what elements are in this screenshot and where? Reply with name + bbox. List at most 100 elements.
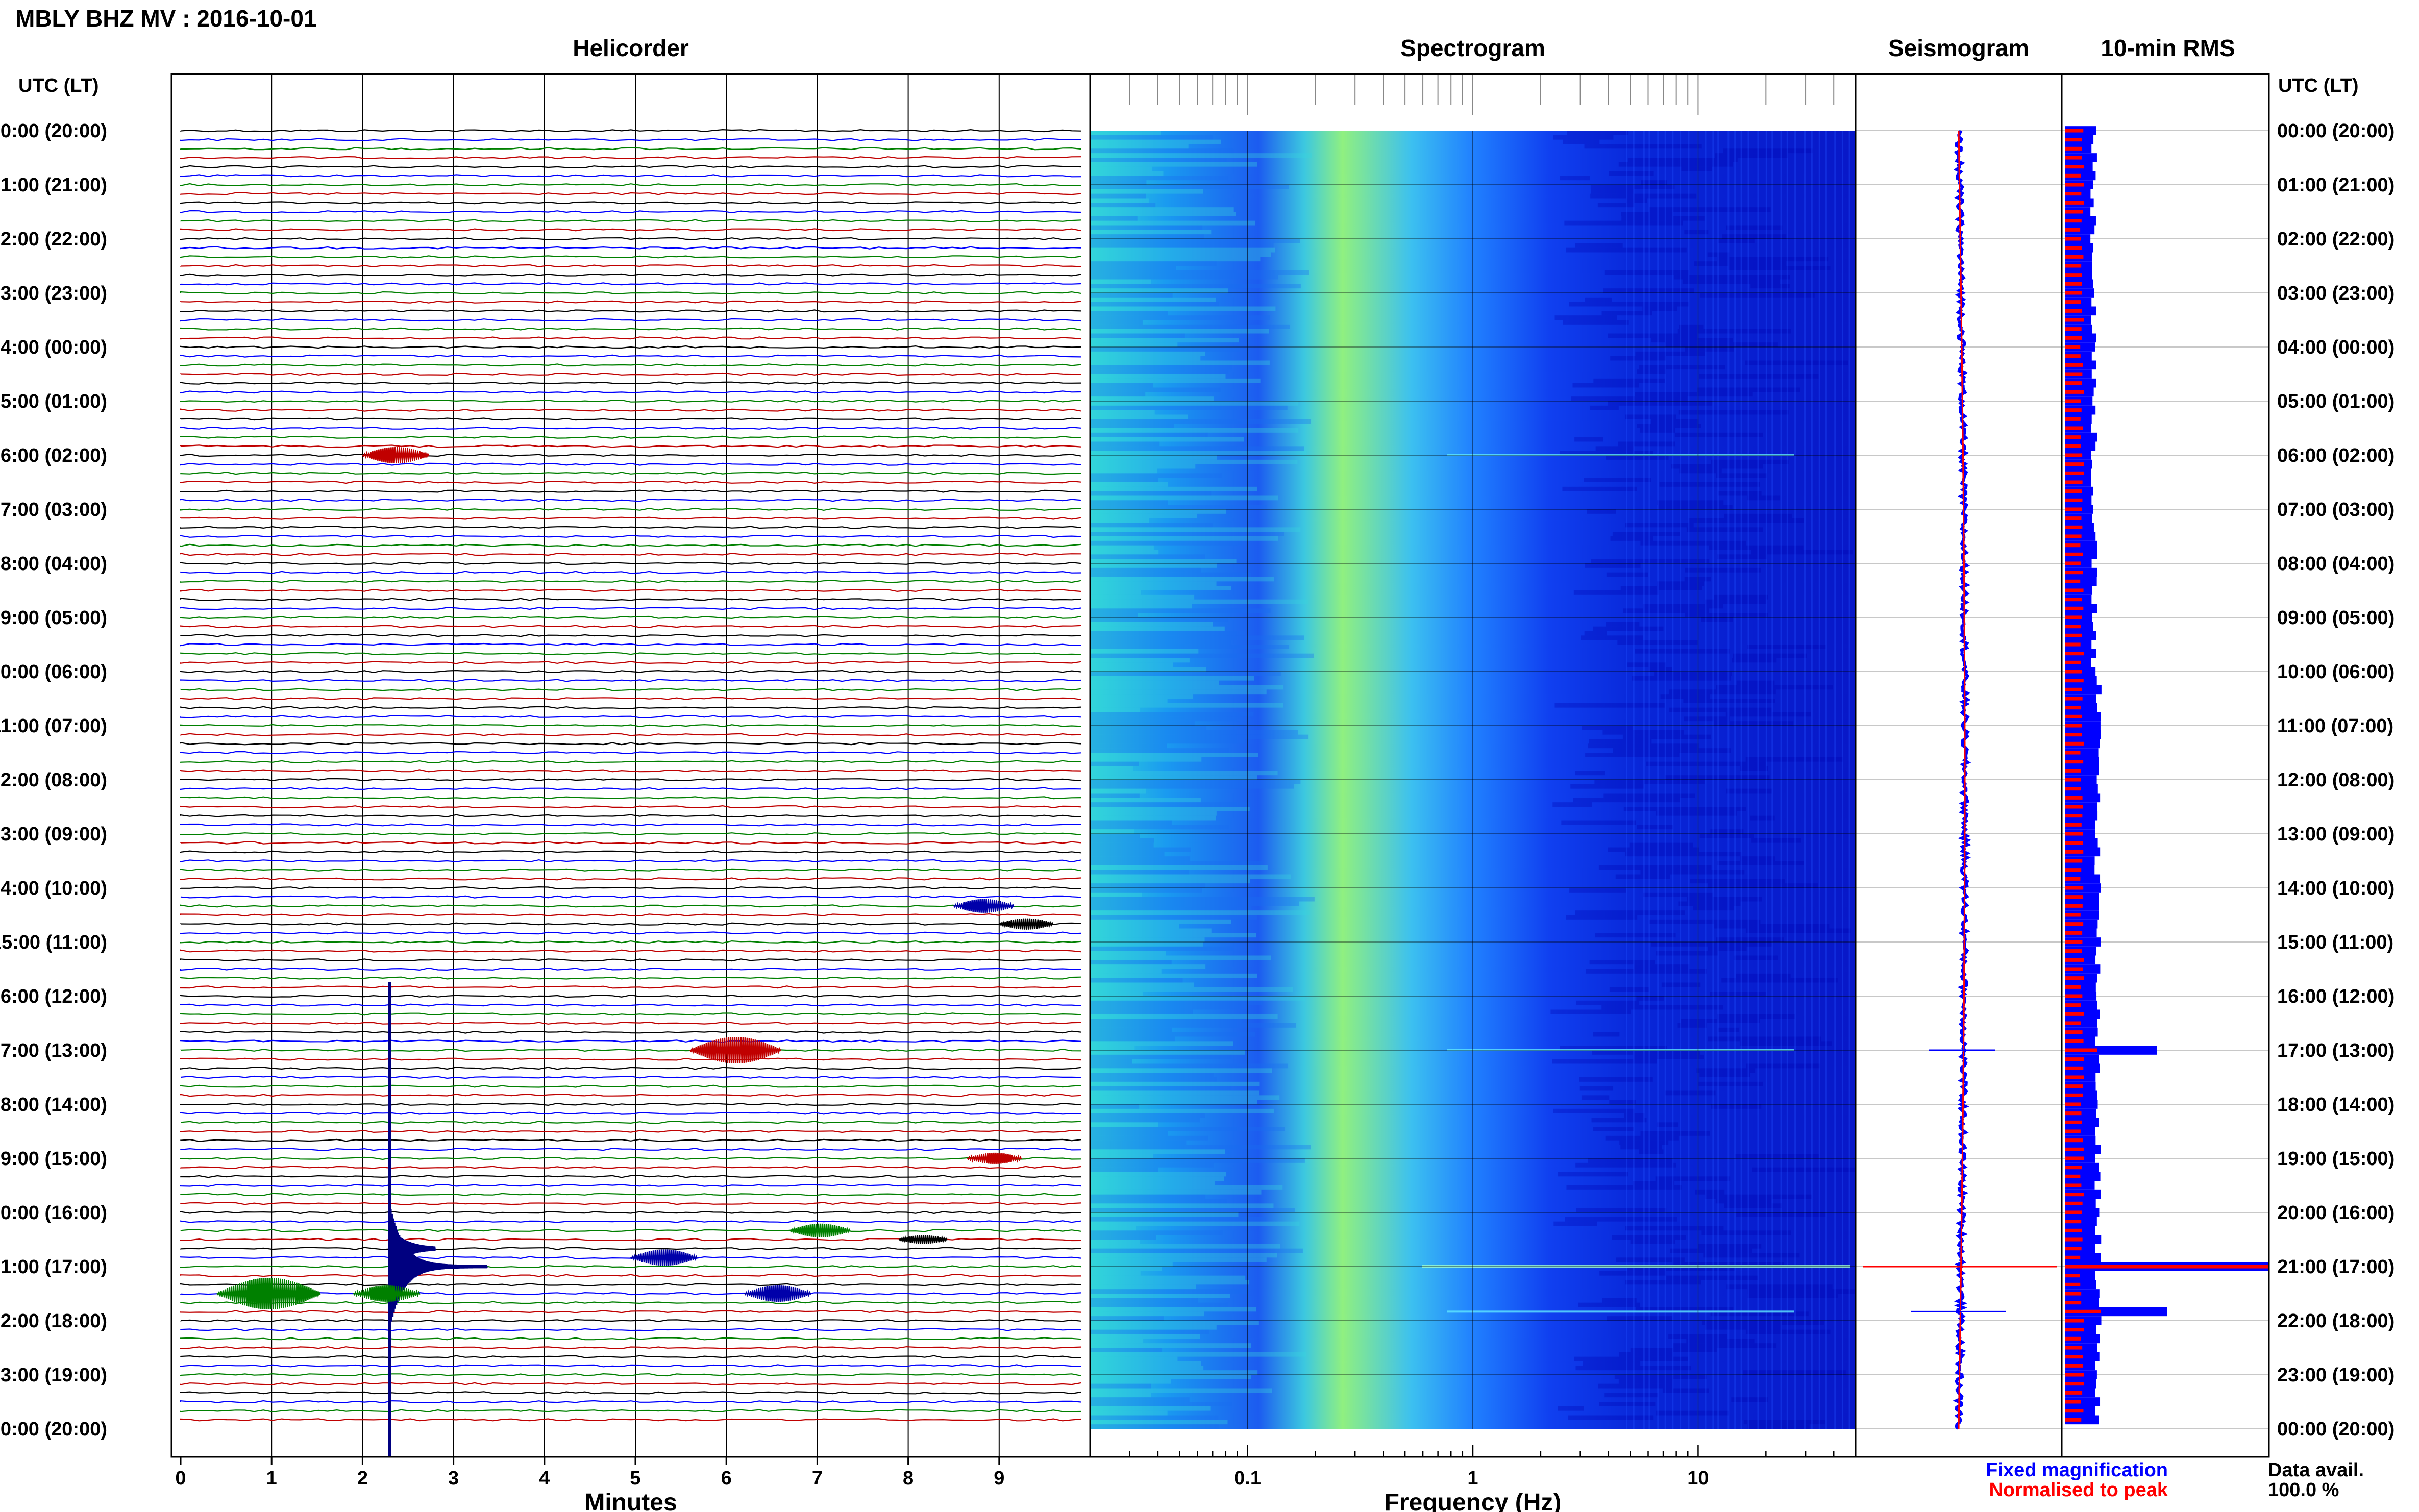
spectrogram-row-low <box>1090 171 1164 176</box>
spectrogram-row-low <box>1090 1036 1175 1042</box>
spectrogram-row-high <box>1724 1203 1782 1208</box>
spectrogram-row-low <box>1090 955 1271 960</box>
spectrogram-row-high <box>1614 1375 1707 1379</box>
helicorder-trace <box>180 318 1081 322</box>
spectrogram-row-high <box>1661 982 1701 987</box>
rms-bar-normalised <box>2065 1048 2097 1052</box>
utc-header-right: UTC (LT) <box>2278 75 2359 96</box>
spectrogram-row-low <box>1090 1167 1158 1172</box>
helicorder-event <box>967 1152 1022 1164</box>
helicorder-trace <box>180 615 1081 619</box>
helicorder-trace <box>180 850 1081 854</box>
helicorder-trace <box>180 985 1081 989</box>
spectrogram-row-low <box>1090 311 1168 316</box>
spectrogram-row-low <box>1090 631 1245 636</box>
spectrogram-row-high <box>1701 617 1733 622</box>
helicorder-trace <box>180 706 1081 709</box>
spectrogram-row-high <box>1606 622 1640 627</box>
rms-bar-normalised <box>2065 904 2083 908</box>
helicorder-event <box>216 1277 321 1310</box>
spectrogram-row-high <box>1677 1023 1707 1028</box>
spectrogram-row-high <box>1620 1145 1662 1150</box>
spectrogram-row-low <box>1090 842 1154 848</box>
helicorder-trace <box>180 246 1081 250</box>
spectrogram-row-high <box>1624 1113 1645 1118</box>
rms-bar-normalised <box>2065 399 2081 403</box>
spectrogram-row-low <box>1090 852 1165 857</box>
helicorder-trace <box>180 138 1081 141</box>
spectrogram-row-low <box>1090 185 1289 189</box>
spectrogram-row-high <box>1597 203 1635 208</box>
time-label-left: 14:00 (10:00) <box>0 878 107 899</box>
rms-bar-normalised <box>2065 1066 2084 1070</box>
rms-bar-fixed <box>2065 766 2099 776</box>
spectrogram-row-high <box>1690 879 1785 884</box>
helicorder-event <box>998 918 1054 930</box>
minute-tick-label: 9 <box>994 1468 1004 1489</box>
helicorder-trace <box>180 1265 1081 1269</box>
spectrogram-row-high <box>1602 730 1684 735</box>
time-labels-right: 00:00 (20:00) 01:00 (21:00) 02:00 (22:00) 0… <box>2277 120 2395 1440</box>
spectrogram-row-low <box>1090 428 1299 433</box>
spectrogram-row-high <box>1705 599 1767 604</box>
spectrogram-row-high <box>1592 1050 1701 1055</box>
spectrogram-row-high <box>1681 1019 1760 1023</box>
spectrogram-row-low <box>1090 1095 1280 1100</box>
spectrogram-row-low <box>1090 780 1301 784</box>
spectrogram-row-low <box>1090 699 1168 703</box>
rms-bar-normalised <box>2065 1319 2084 1323</box>
spectrogram-row-low <box>1090 455 1217 460</box>
time-label-right: 00:00 (20:00) <box>2277 1419 2395 1440</box>
helicorder-trace <box>180 156 1081 160</box>
rms-bar-normalised <box>2065 670 2082 674</box>
spectrogram-row-low <box>1090 193 1146 199</box>
spectrogram-row-high <box>1573 590 1659 595</box>
helicorder-trace <box>180 634 1081 637</box>
time-label-left: 10:00 (06:00) <box>0 661 107 683</box>
spectrogram-row-high <box>1714 594 1768 600</box>
spectrogram-row-low <box>1090 915 1257 920</box>
spectrogram-row-high <box>1733 653 1807 658</box>
spectrogram-row-low <box>1090 658 1190 663</box>
spectrogram-row-high <box>1630 1348 1717 1352</box>
rms-bar-normalised <box>2065 1039 2084 1043</box>
spectrogram-row-low <box>1090 1267 1162 1271</box>
spectrogram-row-high <box>1585 563 1641 568</box>
spectrogram-row-high <box>1684 230 1709 235</box>
spectrogram-row-low <box>1090 1149 1225 1154</box>
spectrogram-row-high <box>1640 1131 1710 1136</box>
spectrogram-row-high <box>1585 753 1680 757</box>
spectrogram-row-high <box>1621 212 1673 216</box>
spectrogram-row-low <box>1090 347 1240 352</box>
rms-bar-normalised <box>2065 741 2084 746</box>
spectrogram-row-low <box>1090 1135 1208 1141</box>
rms-bar-normalised <box>2065 1147 2084 1151</box>
spectrogram-row-low <box>1090 928 1212 933</box>
spectrogram-row-low <box>1090 676 1254 681</box>
rms-bar-fixed <box>2065 1334 2100 1344</box>
spectrogram-row-low <box>1090 302 1219 307</box>
rms-bar-fixed <box>2065 775 2097 784</box>
spectrogram-row-high <box>1616 1257 1685 1262</box>
rms-bar-normalised <box>2065 138 2082 142</box>
spectrogram-row-high <box>1602 1298 1637 1303</box>
rms-bar-normalised <box>2065 571 2083 575</box>
spectrogram-row-low <box>1090 1009 1193 1014</box>
rms-bar-normalised <box>2065 1391 2083 1395</box>
spectrogram-row-high <box>1736 1212 1826 1217</box>
spectrogram-row-high <box>1590 185 1675 189</box>
spectrogram-row-low <box>1090 856 1191 861</box>
spectrogram-row-high <box>1740 1041 1832 1046</box>
spectrogram-row-high <box>1751 550 1853 555</box>
spectrogram-row-high <box>1656 811 1737 816</box>
time-label-left: 05:00 (01:00) <box>0 391 107 412</box>
spectrogram-row-low <box>1090 1321 1259 1325</box>
spectrogram-row-low <box>1090 969 1162 974</box>
spectrogram-row-low <box>1090 356 1201 361</box>
helicorder-trace <box>180 741 1081 746</box>
rms-bar-normalised <box>2065 390 2084 394</box>
rms-bar-normalised <box>2065 1364 2083 1368</box>
spectrogram-row-low <box>1090 1059 1132 1064</box>
spectrogram-row-low <box>1090 1176 1225 1181</box>
spectrogram-row-low <box>1090 1406 1211 1411</box>
